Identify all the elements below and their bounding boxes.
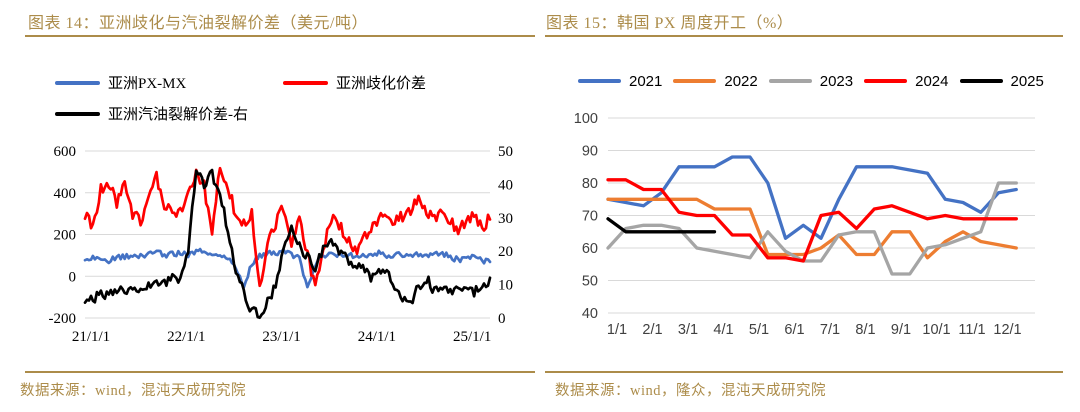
left-y-tick-label: 600 xyxy=(54,144,77,160)
x-tick-label: 22/1/1 xyxy=(167,329,205,345)
legend-row: 亚洲汽油裂解价差-右 xyxy=(55,98,511,129)
figure-15-legend: 2021 2022 2023 2024 2025 xyxy=(578,66,1055,96)
legend-item-亚洲汽油裂解价差-右: 亚洲汽油裂解价差-右 xyxy=(55,103,283,124)
legend-row: 亚洲PX-MX 亚洲歧化价差 xyxy=(55,67,511,98)
legend-label: 亚洲歧化价差 xyxy=(336,76,427,92)
series-亚洲汽油裂解价差-右 xyxy=(83,168,492,320)
right-y-tick-label: 0 xyxy=(498,311,506,327)
x-tick-label: 24/1/1 xyxy=(358,329,396,345)
figure-14-source: 数据来源：wind，混沌天成研究院 xyxy=(20,383,246,399)
legend-line-marker xyxy=(578,79,621,83)
series-2024 xyxy=(606,178,1018,263)
legend-item-2023: 2023 xyxy=(768,72,854,90)
x-tick-label: 12/1 xyxy=(993,322,1021,338)
x-tick-label: 21/1/1 xyxy=(72,329,110,345)
figure-15-plot-area: 100 90 80 70 60 50 40 1/1 2/1 3/1 4/1 5/1 6/1 7/1 8/1 9… xyxy=(574,111,1035,338)
right-y-tick-label: 10 xyxy=(498,278,513,294)
figure-14: 图表 14：亚洲歧化与汽油裂解价差（美元/吨） 600 400 200 0 -200 50… xyxy=(20,15,535,399)
x-tick-label: 25/1/1 xyxy=(453,329,491,345)
y-tick-label: 90 xyxy=(582,144,598,160)
figure-15-title: 图表 15：韩国 PX 周度开工（%） xyxy=(546,15,794,32)
series-2021 xyxy=(606,155,1018,240)
figure-15: 图表 15：韩国 PX 周度开工（%） 100 90 80 70 60 50 40 1/1 2/… xyxy=(540,0,1080,412)
y-tick-label: 80 xyxy=(582,176,598,192)
series-亚洲PX-MX xyxy=(83,247,492,289)
figure-14-title-rule xyxy=(25,35,535,37)
legend-row: 2021 2022 2023 2024 2025 xyxy=(578,66,1055,96)
legend-item-2024: 2024 xyxy=(864,72,949,90)
y-tick-label: 60 xyxy=(582,241,598,257)
series-2023 xyxy=(606,181,1018,276)
legend-label: 亚洲汽油裂解价差-右 xyxy=(108,107,248,123)
x-tick-label: 1/1 xyxy=(607,322,627,338)
y-tick-label: 100 xyxy=(574,111,598,127)
x-tick-label: 2/1 xyxy=(642,322,662,338)
legend-item-2025: 2025 xyxy=(959,72,1044,90)
legend-item-亚洲歧化价差: 亚洲歧化价差 xyxy=(283,72,511,93)
figure-14-title: 图表 14：亚洲歧化与汽油裂解价差（美元/吨） xyxy=(28,15,368,32)
legend-line-marker xyxy=(959,79,1003,83)
series-亚洲歧化价差 xyxy=(83,166,492,288)
left-y-tick-label: 0 xyxy=(69,269,77,285)
series-2025 xyxy=(606,217,717,234)
legend-label: 2021 xyxy=(629,72,663,90)
figure-14-plot-area: 600 400 200 0 -200 50 40 30 20 10 0 21/1/1 22/1/1 23/… xyxy=(49,144,514,345)
x-tick-label: 7/1 xyxy=(820,322,840,338)
legend-line-marker xyxy=(768,79,812,83)
figure-14-legend: 亚洲PX-MX 亚洲歧化价差亚洲汽油裂解价差-右 xyxy=(55,67,511,129)
figure-15-title-rule xyxy=(545,35,1063,37)
x-tick-label: 3/1 xyxy=(678,322,698,338)
left-y-tick-label: 400 xyxy=(54,186,77,202)
legend-label: 2022 xyxy=(724,72,758,90)
legend-label: 2024 xyxy=(915,72,949,90)
x-tick-label: 8/1 xyxy=(855,322,875,338)
y-tick-label: 40 xyxy=(582,306,598,322)
x-tick-label: 5/1 xyxy=(749,322,769,338)
legend-label: 亚洲PX-MX xyxy=(108,76,187,92)
left-y-tick-label: -200 xyxy=(49,311,77,327)
legend-line-marker xyxy=(55,111,100,116)
right-y-tick-label: 30 xyxy=(498,211,513,227)
figure-14-footer-rule xyxy=(25,371,535,373)
legend-line-marker xyxy=(864,79,908,83)
x-tick-label: 10/1 xyxy=(922,322,950,338)
left-y-tick-label: 200 xyxy=(54,228,77,244)
y-tick-label: 50 xyxy=(582,274,598,290)
figure-15-source: 数据来源：wind，隆众，混沌天成研究院 xyxy=(555,383,826,399)
y-tick-label: 70 xyxy=(582,209,598,225)
right-y-tick-label: 20 xyxy=(498,244,513,260)
legend-item-2021: 2021 xyxy=(578,73,662,90)
legend-label: 2025 xyxy=(1010,72,1044,90)
right-y-tick-label: 50 xyxy=(498,144,513,160)
x-tick-label: 6/1 xyxy=(784,322,804,338)
legend-item-2022: 2022 xyxy=(673,72,758,90)
series-2022 xyxy=(606,197,1018,260)
x-tick-label: 4/1 xyxy=(713,322,733,338)
figure-15-footer-rule xyxy=(545,371,1063,373)
x-tick-label: 23/1/1 xyxy=(262,329,300,345)
right-y-tick-label: 40 xyxy=(498,177,513,193)
legend-line-marker xyxy=(55,80,100,85)
x-tick-label: 9/1 xyxy=(891,322,911,338)
x-tick-label: 11/1 xyxy=(958,322,985,338)
legend-item-亚洲PX-MX: 亚洲PX-MX xyxy=(55,72,283,93)
legend-line-marker xyxy=(283,80,328,85)
legend-label: 2023 xyxy=(819,72,854,90)
legend-line-marker xyxy=(673,79,717,83)
